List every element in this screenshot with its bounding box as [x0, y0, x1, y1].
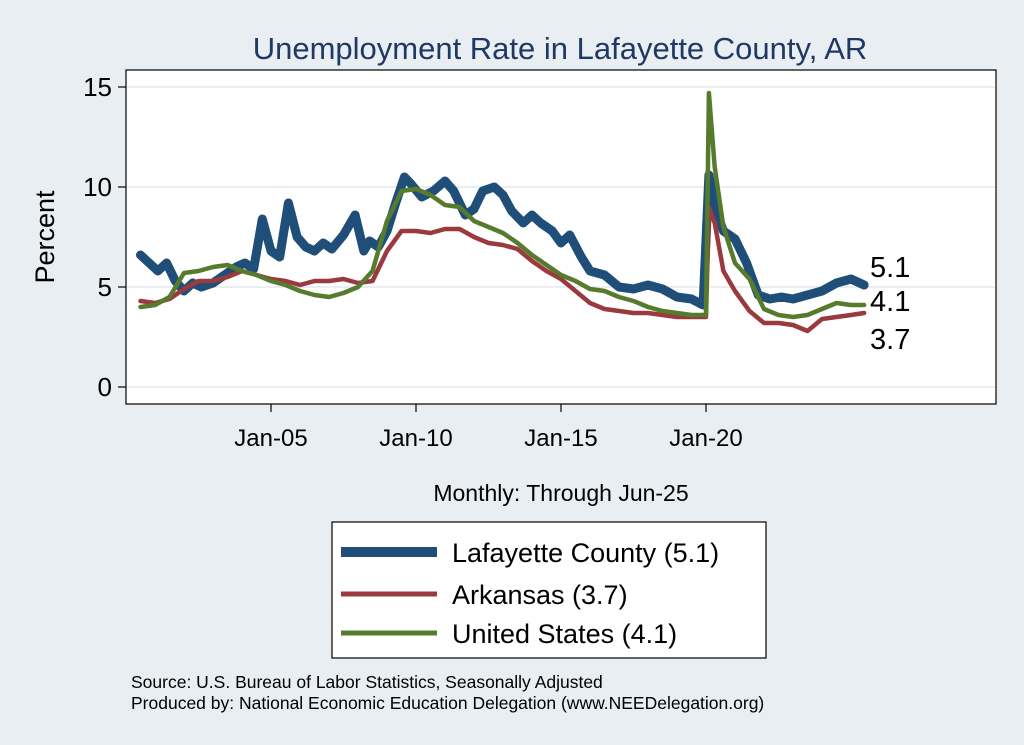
y-tick-label: 0 [98, 372, 112, 402]
x-tick-label: Jan-20 [669, 425, 742, 452]
end-labels: 5.1 3.7 4.1 [870, 252, 910, 356]
x-tick-label: Jan-10 [379, 425, 452, 452]
x-axis: Jan-05 Jan-10 Jan-15 Jan-20 [234, 404, 743, 452]
end-value-label: 5.1 [870, 252, 910, 284]
x-axis-label: Monthly: Through Jun-25 [433, 480, 688, 506]
grid-lines [127, 86, 995, 388]
end-value-label: 4.1 [870, 286, 910, 318]
series-line-united-states [138, 90, 867, 320]
y-tick-label: 15 [83, 72, 112, 102]
legend: Lafayette County (5.1) Arkansas (3.7) Un… [331, 521, 767, 659]
chart-title: Unemployment Rate in Lafayette County, A… [253, 31, 868, 66]
end-value-label: 3.7 [870, 324, 910, 356]
y-axis: 0 5 10 15 [83, 72, 126, 402]
y-axis-label: Percent [30, 190, 60, 284]
series-lines [136, 90, 869, 334]
legend-label-united-states: United States (4.1) [452, 619, 677, 649]
x-tick-label: Jan-15 [524, 425, 597, 452]
legend-label-lafayette: Lafayette County (5.1) [452, 538, 719, 568]
producer-note: Produced by: National Economic Education… [131, 693, 764, 713]
legend-label-arkansas: Arkansas (3.7) [452, 580, 628, 610]
source-note: Source: U.S. Bureau of Labor Statistics,… [131, 672, 603, 692]
x-tick-label: Jan-05 [234, 425, 307, 452]
y-tick-label: 10 [83, 172, 112, 202]
y-tick-label: 5 [98, 272, 112, 302]
